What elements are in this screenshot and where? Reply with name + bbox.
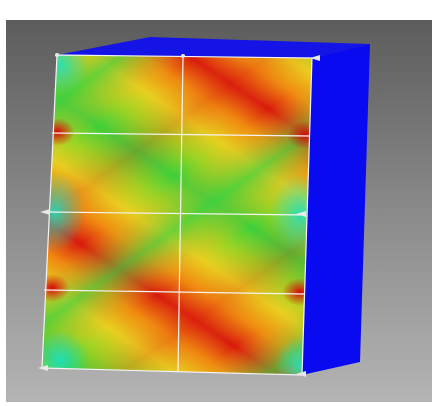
mesh-line	[177, 55, 184, 373]
node-marker	[38, 365, 48, 371]
mesh-line	[51, 132, 310, 137]
node-marker	[310, 55, 320, 61]
node-marker	[296, 371, 306, 377]
side-face	[302, 44, 370, 375]
low-zone	[42, 330, 88, 375]
low-zone	[275, 337, 312, 375]
node-marker	[40, 209, 50, 215]
mesh-line	[301, 57, 313, 376]
node-marker	[181, 54, 185, 58]
high-zone	[287, 121, 312, 149]
node-marker	[55, 53, 59, 57]
mesh-line	[41, 367, 303, 376]
top-face	[57, 37, 370, 58]
mesh-line	[43, 289, 305, 295]
node-marker	[296, 211, 306, 217]
mesh-line	[46, 211, 307, 216]
node-markers	[38, 53, 320, 377]
